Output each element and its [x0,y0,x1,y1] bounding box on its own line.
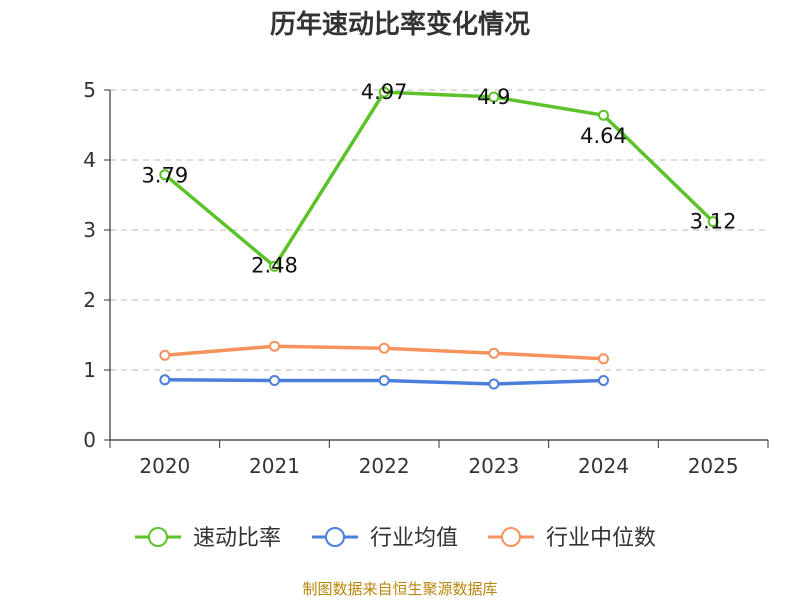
data-labels: 3.79 2.48 4.97 4.9 4.64 3.12 [141,80,736,277]
data-point[interactable] [598,109,609,121]
legend-swatch-marker [325,527,345,547]
chart-title: 历年速动比率变化情况 [270,9,530,40]
data-point[interactable] [269,260,280,272]
data-point[interactable] [488,91,500,103]
x-tick-label: 2020 [139,454,190,478]
legend-label: 行业中位数 [546,526,656,551]
y-tick-label: 5 [83,78,96,102]
data-point[interactable] [598,353,609,365]
data-point[interactable] [159,349,171,361]
grid [110,89,768,371]
data-point[interactable] [159,169,171,181]
legend-label: 行业均值 [370,526,458,551]
data-point[interactable] [269,375,280,386]
data-label: 3.79 [141,164,188,188]
series-layer [159,86,719,390]
y-tick-label: 0 [83,428,96,452]
x-tick-label: 2021 [249,454,300,478]
data-label: 2.48 [251,253,298,277]
x-tick-label: 2023 [468,454,519,478]
data-point[interactable] [598,375,609,386]
legend-swatch-marker [148,527,168,547]
axes: 0 1 2 3 4 5 2020 2021 2022 2023 2024 2025 [83,78,769,478]
legend[interactable]: 速动比率 行业均值 行业中位数 [135,526,656,551]
data-point[interactable] [488,347,500,359]
x-tick-label: 2025 [688,454,739,478]
source-note: 制图数据来自恒生聚源数据库 [302,580,497,598]
data-point[interactable] [159,374,171,386]
legend-item-0[interactable]: 速动比率 [135,526,281,551]
y-tick-label: 1 [83,358,96,382]
series-line-0 [163,90,715,269]
legend-item-2[interactable]: 行业中位数 [488,526,656,551]
data-point[interactable] [378,342,390,354]
data-point[interactable] [269,340,280,352]
data-point[interactable] [707,216,719,228]
data-point[interactable] [378,86,390,98]
data-point[interactable] [378,375,390,386]
legend-swatch-marker [501,527,521,547]
y-tick-label: 4 [83,148,96,172]
legend-label: 速动比率 [193,526,281,551]
data-label: 4.9 [477,85,510,109]
data-label: 4.97 [361,80,408,104]
legend-item-1[interactable]: 行业均值 [312,526,458,551]
data-label: 3.12 [690,210,737,234]
y-tick-label: 2 [83,288,96,312]
y-tick-label: 3 [83,218,96,242]
data-label: 4.64 [580,124,627,148]
x-tick-label: 2022 [359,454,410,478]
data-point[interactable] [488,378,500,390]
x-tick-label: 2024 [578,454,629,478]
